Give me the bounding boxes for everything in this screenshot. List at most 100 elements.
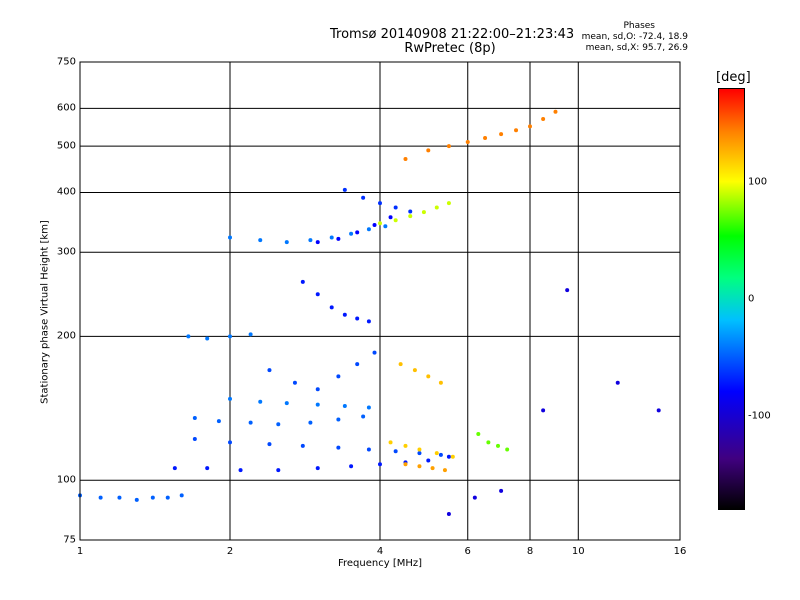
data-point [541, 408, 546, 413]
data-point [372, 223, 377, 228]
data-point [393, 449, 398, 454]
data-point [372, 350, 377, 355]
data-point [442, 468, 447, 473]
data-point [446, 201, 451, 206]
data-point [541, 116, 546, 121]
data-point [408, 214, 413, 219]
data-point [150, 495, 155, 500]
data-point [514, 128, 519, 133]
x-tick-label: 2 [226, 546, 234, 557]
data-point [656, 408, 661, 413]
y-tick-label: 100 [56, 474, 76, 486]
data-point [446, 144, 451, 149]
data-point [216, 419, 221, 424]
data-point [361, 195, 366, 200]
data-point [165, 495, 170, 500]
data-point [553, 109, 558, 114]
y-tick-label: 200 [56, 330, 76, 342]
data-point [355, 316, 360, 321]
x-tick-label: 10 [571, 546, 585, 557]
colorbar-unit-label: [deg] [716, 70, 751, 85]
data-point [403, 443, 408, 448]
data-point [486, 440, 491, 445]
data-point [476, 431, 481, 436]
data-point [417, 464, 422, 469]
data-point [495, 443, 500, 448]
data-point [329, 235, 334, 240]
data-point [276, 422, 281, 427]
data-point [186, 334, 191, 339]
x-axis-label: Frequency [MHz] [337, 558, 423, 569]
data-point [403, 157, 408, 162]
data-point [284, 240, 289, 245]
x-tick-label: 6 [464, 546, 471, 557]
x-tick-label: 4 [376, 546, 384, 557]
data-point [349, 464, 354, 469]
colorbar-tick-label: 100 [748, 176, 768, 188]
data-point [398, 362, 403, 367]
data-point [98, 495, 103, 500]
y-tick-label: 300 [56, 246, 76, 258]
data-point [499, 132, 504, 137]
data-point [228, 235, 232, 240]
phases-o-stats: mean, sd,O: -72.4, 18.9 [581, 32, 688, 42]
data-points [78, 109, 661, 517]
data-point [565, 288, 570, 293]
data-point [300, 279, 305, 284]
data-point [258, 238, 263, 243]
data-point [465, 140, 470, 145]
chart-title-line2: RwPretec (8p) [404, 41, 496, 56]
data-point [258, 399, 263, 404]
data-point [315, 466, 320, 471]
data-point [366, 227, 371, 232]
y-tick-label: 400 [56, 186, 76, 198]
data-point [284, 401, 289, 406]
data-point [300, 443, 305, 448]
data-point [434, 451, 439, 456]
data-point [179, 493, 184, 498]
data-point [417, 451, 422, 456]
chart-title-line1: Tromsø 20140908 21:22:00–21:23:43 [330, 27, 575, 42]
data-point [267, 368, 272, 373]
data-point [483, 136, 488, 141]
colorbar-tick-label: 0 [748, 293, 755, 305]
data-point [412, 368, 417, 373]
data-point [393, 205, 398, 210]
data-point [134, 497, 139, 502]
data-point [426, 374, 431, 379]
phases-x-stats: mean, sd,X: 95.7, 26.9 [585, 43, 688, 53]
data-point [315, 387, 320, 392]
data-point [378, 201, 382, 206]
y-tick-label: 600 [56, 102, 76, 114]
data-point [248, 332, 253, 337]
data-point [349, 231, 354, 236]
x-tick-label: 16 [673, 546, 687, 557]
data-point [450, 454, 455, 459]
data-point [308, 238, 313, 243]
data-point [315, 292, 320, 297]
data-point [408, 209, 413, 214]
phases-title: Phases [623, 21, 655, 31]
data-point [315, 402, 320, 407]
data-point [393, 218, 398, 223]
data-point [505, 447, 510, 452]
data-point [292, 380, 297, 385]
data-point [430, 466, 435, 471]
data-point [276, 468, 281, 473]
data-point [421, 210, 426, 215]
data-point [267, 442, 272, 447]
colorbar [718, 88, 745, 510]
data-point [336, 417, 341, 422]
data-point [383, 224, 388, 229]
data-point [417, 447, 422, 452]
data-point [426, 148, 431, 153]
data-point [426, 458, 431, 463]
data-point [355, 230, 360, 235]
grid [79, 61, 681, 541]
data-point [336, 374, 341, 379]
data-point [366, 405, 371, 410]
data-point [615, 380, 620, 385]
data-point [403, 462, 408, 467]
data-point [205, 336, 210, 341]
data-point [438, 452, 443, 457]
